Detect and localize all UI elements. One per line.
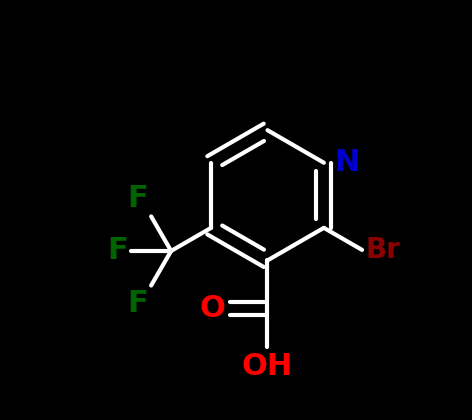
Text: F: F <box>127 289 148 318</box>
Text: O: O <box>200 294 226 323</box>
Text: N: N <box>334 148 360 177</box>
Text: F: F <box>107 236 128 265</box>
Text: F: F <box>127 184 148 213</box>
Text: Br: Br <box>365 236 400 264</box>
Text: OH: OH <box>242 352 293 381</box>
